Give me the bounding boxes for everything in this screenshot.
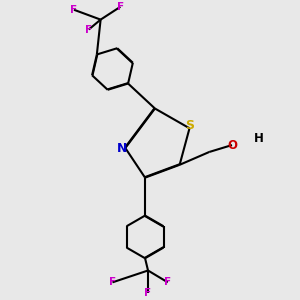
Text: F: F xyxy=(85,25,92,34)
Text: S: S xyxy=(185,119,194,132)
Text: F: F xyxy=(109,278,116,287)
Text: F: F xyxy=(70,5,77,15)
Text: N: N xyxy=(117,142,128,154)
Text: F: F xyxy=(145,288,152,298)
Text: F: F xyxy=(164,278,171,287)
Text: F: F xyxy=(117,2,124,12)
Text: H: H xyxy=(254,132,264,145)
Text: O: O xyxy=(227,139,237,152)
